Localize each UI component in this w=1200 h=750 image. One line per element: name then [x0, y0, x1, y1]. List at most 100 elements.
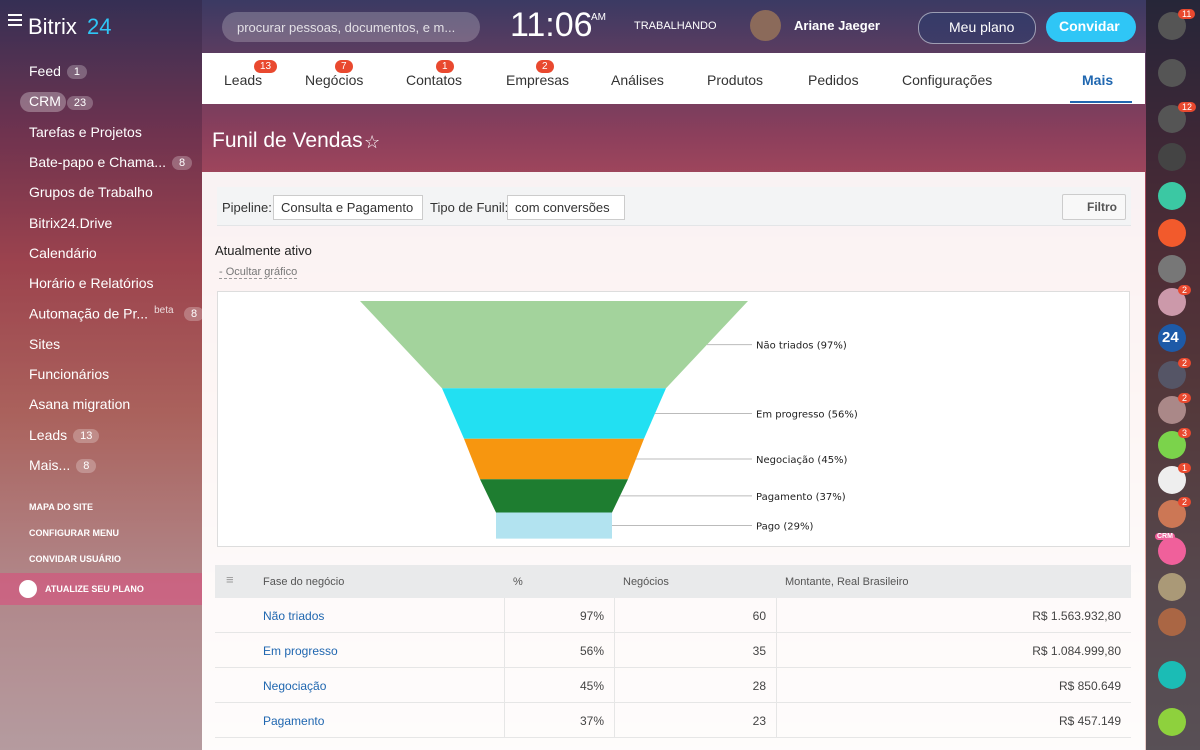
- table-cell: 23: [752, 714, 766, 728]
- star: ☆: [364, 132, 381, 152]
- tab[interactable]: Configurações: [902, 72, 992, 88]
- table-cell: 45%: [579, 679, 604, 693]
- rightbar-text: 24: [1162, 329, 1179, 346]
- sidebar-link[interactable]: MAPA DO SITE: [29, 502, 94, 512]
- table-cell: 60: [752, 609, 766, 623]
- col-divider: [504, 668, 505, 703]
- column-header: Fase do negócio: [263, 576, 345, 588]
- pipeline-select[interactable]: Consulta e Pagamento: [273, 195, 423, 220]
- tab-label: Pedidos: [808, 72, 859, 88]
- table-cell: 97%: [579, 609, 604, 623]
- sidebar-item[interactable]: Asana migration: [29, 396, 130, 412]
- table-cell: 35: [752, 644, 766, 658]
- clock-suffix: AM: [591, 12, 606, 23]
- pipeline-value: Consulta e Pagamento: [281, 200, 414, 215]
- sidebar-app[interactable]: [1158, 182, 1186, 210]
- sidebar-app[interactable]: [1158, 324, 1186, 352]
- table-cell: R$ 1.084.999,80: [1032, 644, 1121, 658]
- menu-icon: [8, 14, 22, 26]
- tab-badge: 13: [254, 60, 278, 73]
- funnel-label: Pago (29%): [756, 522, 813, 533]
- sidebar-item[interactable]: Sites: [29, 336, 60, 352]
- table-cell: R$ 1.563.932,80: [1032, 609, 1121, 623]
- sidebar-app[interactable]: [1158, 59, 1186, 87]
- menu-mid: [8, 19, 22, 21]
- sidebar-link[interactable]: CONFIGURAR MENU: [29, 528, 119, 538]
- row-line: [215, 702, 1131, 703]
- upgrade[interactable]: ATUALIZE SEU PLANO: [45, 584, 144, 594]
- rightbar-badge: 12: [1178, 102, 1197, 112]
- rightbar-badge: 2: [1178, 358, 1192, 368]
- sidebar-item[interactable]: Horário e Relatórios: [29, 275, 154, 291]
- sidebar-item[interactable]: Tarefas e Projetos: [29, 124, 142, 140]
- sidebar-label: Asana migration: [29, 396, 131, 413]
- sidebar-app[interactable]: [1158, 537, 1186, 565]
- sidebar-label: Horário e Relatórios: [29, 275, 154, 292]
- plan[interactable]: Meu plano: [918, 12, 1036, 44]
- sidebar-label: Automação de Pr...: [29, 306, 149, 323]
- rightbar-text: CRM: [1155, 533, 1175, 540]
- sidebar-item[interactable]: Bitrix24.Drive: [29, 215, 112, 231]
- sidebar-item[interactable]: CRM 23: [29, 93, 94, 110]
- tab[interactable]: Negócios: [305, 72, 363, 88]
- rightbar-badge: 1: [1178, 463, 1192, 473]
- type-select[interactable]: com conversões: [507, 195, 625, 220]
- sidebar-item[interactable]: Mais... 8: [29, 457, 97, 474]
- sidebar-label: Bitrix24.Drive: [29, 214, 113, 231]
- sidebar-app[interactable]: [1158, 255, 1186, 283]
- sidebar-app[interactable]: [1158, 143, 1186, 171]
- type-value: com conversões: [515, 200, 610, 215]
- filter-button[interactable]: Filtro: [1062, 194, 1126, 220]
- page-title: Funil de Vendas: [212, 129, 363, 152]
- col-divider: [614, 598, 615, 633]
- table-cell: R$ 457.149: [1058, 714, 1121, 728]
- sidebar-badge: 8: [184, 307, 205, 322]
- type-label: Tipo de Funil:: [430, 200, 509, 215]
- avatar: [750, 10, 781, 41]
- tab[interactable]: Análises: [611, 72, 664, 88]
- sidebar-label: Calendário: [29, 244, 97, 261]
- sidebar-label: Bate-papo e Chama...: [29, 153, 166, 170]
- sidebar-app[interactable]: [1158, 661, 1186, 689]
- column-header: Montante, Real Brasileiro: [785, 576, 909, 588]
- tab-label: Empresas: [506, 72, 570, 88]
- sidebar-app[interactable]: [1158, 573, 1186, 601]
- tab[interactable]: Pedidos: [808, 72, 859, 88]
- rightbar-badge: 2: [1178, 393, 1192, 403]
- tab[interactable]: Mais: [1070, 72, 1132, 103]
- tab[interactable]: Leads: [224, 72, 262, 88]
- sidebar-app[interactable]: [1158, 608, 1186, 636]
- sidebar-item[interactable]: Funcionários: [29, 366, 109, 382]
- user[interactable]: Ariane Jaeger: [794, 18, 880, 33]
- sidebar-item[interactable]: Grupos de Trabalho: [29, 184, 153, 200]
- rightbar-badge: 2: [1178, 497, 1192, 507]
- sidebar-app[interactable]: [1158, 219, 1186, 247]
- tab[interactable]: Empresas: [506, 72, 569, 88]
- funnel-label: Não triados (97%): [756, 341, 847, 352]
- filter-label: Filtro: [1087, 200, 1117, 214]
- stage-link[interactable]: Não triados: [263, 609, 325, 623]
- col-divider: [614, 703, 615, 738]
- table-cell: R$ 850.649: [1058, 679, 1121, 693]
- sidebar-link[interactable]: CONVIDAR USUÁRIO: [29, 554, 122, 564]
- tab[interactable]: Produtos: [707, 72, 763, 88]
- search[interactable]: procurar pessoas, documentos, e m...: [222, 12, 480, 42]
- toggle[interactable]: - Ocultar gráfico: [219, 266, 298, 279]
- sidebar-item[interactable]: Calendário: [29, 245, 97, 261]
- sidebar-item[interactable]: Leads 13: [29, 427, 100, 443]
- sidebar-item[interactable]: Bate-papo e Chama... 8: [29, 153, 193, 171]
- stage-link[interactable]: Em progresso: [263, 644, 338, 658]
- col-divider: [614, 668, 615, 703]
- tab-label: Negócios: [305, 72, 364, 88]
- sidebar-item[interactable]: Feed 1: [29, 63, 88, 80]
- row-line: [215, 737, 1131, 738]
- table-menu: ≡: [226, 572, 234, 587]
- stage-link[interactable]: Negociação: [263, 679, 327, 693]
- stage-link[interactable]: Pagamento: [263, 714, 325, 728]
- tab[interactable]: Contatos: [406, 72, 462, 88]
- invite[interactable]: Convidar: [1046, 12, 1136, 42]
- sidebar-app[interactable]: [1158, 708, 1186, 736]
- funnel-segment: [496, 512, 612, 539]
- sidebar-item[interactable]: Automação de Pr... beta 8: [29, 305, 205, 323]
- active-pill: [20, 92, 66, 113]
